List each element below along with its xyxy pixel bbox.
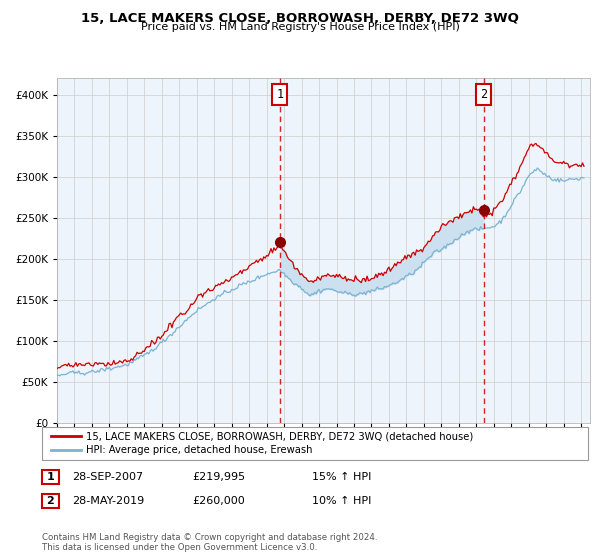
Text: Price paid vs. HM Land Registry's House Price Index (HPI): Price paid vs. HM Land Registry's House … bbox=[140, 22, 460, 32]
Text: 1: 1 bbox=[47, 472, 54, 482]
Text: Contains HM Land Registry data © Crown copyright and database right 2024.: Contains HM Land Registry data © Crown c… bbox=[42, 533, 377, 542]
Text: 15, LACE MAKERS CLOSE, BORROWASH, DERBY, DE72 3WQ: 15, LACE MAKERS CLOSE, BORROWASH, DERBY,… bbox=[81, 12, 519, 25]
Text: £260,000: £260,000 bbox=[192, 496, 245, 506]
Text: This data is licensed under the Open Government Licence v3.0.: This data is licensed under the Open Gov… bbox=[42, 543, 317, 552]
Text: 1: 1 bbox=[276, 88, 283, 101]
Text: HPI: Average price, detached house, Erewash: HPI: Average price, detached house, Erew… bbox=[86, 445, 313, 455]
Text: 15% ↑ HPI: 15% ↑ HPI bbox=[312, 472, 371, 482]
Text: 28-MAY-2019: 28-MAY-2019 bbox=[72, 496, 144, 506]
Text: 2: 2 bbox=[480, 88, 487, 101]
Text: 10% ↑ HPI: 10% ↑ HPI bbox=[312, 496, 371, 506]
Text: 2: 2 bbox=[47, 496, 54, 506]
Text: 15, LACE MAKERS CLOSE, BORROWASH, DERBY, DE72 3WQ (detached house): 15, LACE MAKERS CLOSE, BORROWASH, DERBY,… bbox=[86, 431, 473, 441]
Text: 28-SEP-2007: 28-SEP-2007 bbox=[72, 472, 143, 482]
Text: £219,995: £219,995 bbox=[192, 472, 245, 482]
